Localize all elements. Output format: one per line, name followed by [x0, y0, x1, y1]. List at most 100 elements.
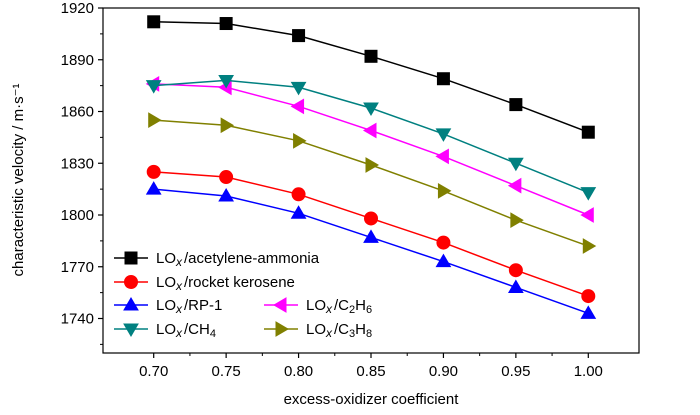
legend-marker — [124, 275, 138, 289]
legend-label-sub: x — [175, 279, 183, 293]
data-point — [507, 177, 522, 194]
series-0 — [147, 15, 595, 139]
data-point — [435, 253, 452, 268]
data-point — [363, 122, 377, 139]
legend-label: LOx/RP-1 — [156, 297, 222, 316]
data-point — [507, 279, 524, 293]
data-point — [290, 98, 305, 115]
legend-label-fuel: /RP-1 — [184, 297, 222, 314]
y-tick-label: 1890 — [61, 52, 94, 69]
x-tick-label: 0.75 — [212, 363, 241, 380]
data-point — [580, 305, 597, 319]
data-point — [218, 74, 235, 89]
data-point — [145, 80, 162, 94]
series-1 — [146, 164, 596, 304]
data-point — [146, 164, 161, 179]
legend-label-fuel: /CH — [184, 321, 210, 338]
y-tick-label: 1800 — [61, 207, 94, 224]
data-point — [581, 289, 596, 304]
data-point — [509, 98, 523, 112]
legend-label-sub: x — [175, 302, 183, 316]
data-point — [218, 188, 235, 202]
legend-label-sub: x — [325, 326, 333, 340]
legend-label: LOx/C2H6 — [306, 297, 372, 316]
data-point — [437, 182, 452, 199]
legend-label-sub: x — [325, 302, 333, 316]
legend-item: LOx/acetylene-ammonia — [114, 250, 320, 269]
legend-marker — [123, 297, 139, 311]
y-tick-label: 1860 — [61, 104, 94, 121]
data-point — [290, 81, 307, 96]
legend-label-sub: x — [175, 326, 183, 340]
data-point — [219, 17, 233, 31]
data-point — [364, 49, 378, 63]
legend-label: LOx/rocket kerosene — [156, 274, 295, 293]
legend-label-part: 8 — [366, 328, 372, 340]
series-line — [153, 119, 589, 247]
x-tick-label: 0.95 — [501, 363, 530, 380]
legend-label-sub: x — [175, 255, 183, 269]
data-point — [292, 29, 306, 43]
legend-label: LOx/acetylene-ammonia — [156, 250, 320, 269]
data-point — [291, 187, 306, 202]
data-point — [436, 235, 451, 250]
legend-label-part: 6 — [366, 304, 372, 316]
legend-label-ox: LO — [306, 297, 326, 314]
legend-label-ox: LO — [156, 297, 176, 314]
y-axis: 1740 1770 1800 1830 1860 1890 1920 — [61, 0, 103, 345]
legend-label-ox: LO — [156, 321, 176, 338]
data-point — [219, 170, 234, 185]
legend-label-ox: LO — [306, 321, 326, 338]
y-tick-label: 1740 — [61, 311, 94, 328]
x-tick-label: 0.90 — [429, 363, 458, 380]
x-tick-label: 0.80 — [284, 363, 313, 380]
legend-label: LOx/CH4 — [156, 321, 216, 340]
series-4 — [145, 74, 597, 201]
data-point — [365, 157, 379, 173]
x-axis: 0.70 0.75 0.80 0.85 0.90 0.95 1.00 — [139, 353, 603, 380]
data-point — [580, 187, 597, 201]
legend-label-part: 3 — [349, 328, 355, 340]
legend-label-part: 2 — [349, 304, 355, 316]
series-3 — [145, 76, 594, 223]
x-tick-label: 1.00 — [574, 363, 603, 380]
legend-item: LOx/CH4 — [114, 321, 216, 340]
legend-marker — [275, 321, 289, 337]
legend-marker — [124, 251, 138, 265]
data-point — [148, 112, 162, 128]
legend-label-part: H — [355, 297, 366, 314]
data-point — [147, 15, 161, 29]
data-point — [435, 128, 452, 142]
data-point — [582, 238, 597, 254]
data-point — [293, 132, 307, 149]
legend-label-fuel: /acetylene-ammonia — [184, 250, 320, 267]
data-point — [436, 72, 450, 86]
data-point — [435, 148, 449, 165]
legend-marker — [123, 323, 139, 337]
x-axis-title: excess-oxidizer coefficient — [284, 391, 460, 408]
y-axis-title: characteristic velocity / m·s⁻¹ — [10, 84, 27, 277]
x-tick-label: 0.85 — [356, 363, 385, 380]
y-tick-label: 1830 — [61, 155, 94, 172]
series-2 — [145, 181, 597, 319]
legend-item: LOx/C2H6 — [264, 297, 372, 316]
data-point — [580, 207, 594, 223]
data-point — [145, 181, 162, 195]
y-tick-label: 1770 — [61, 259, 94, 276]
data-point — [508, 263, 523, 278]
legend-label-part: 4 — [210, 328, 216, 340]
legend-item: LOx/C3H8 — [264, 321, 372, 340]
data-point — [364, 211, 378, 226]
legend-label-fuel: /rocket kerosene — [184, 274, 295, 291]
series-layer — [145, 15, 597, 319]
x-tick-label: 0.70 — [139, 363, 168, 380]
data-point — [507, 157, 524, 172]
legend-label-ox: LO — [156, 250, 176, 267]
legend-item: LOx/RP-1 — [114, 297, 222, 316]
y-tick-label: 1920 — [61, 0, 94, 17]
data-point — [510, 212, 524, 229]
data-point — [581, 125, 595, 139]
legend-item: LOx/rocket kerosene — [114, 274, 295, 293]
